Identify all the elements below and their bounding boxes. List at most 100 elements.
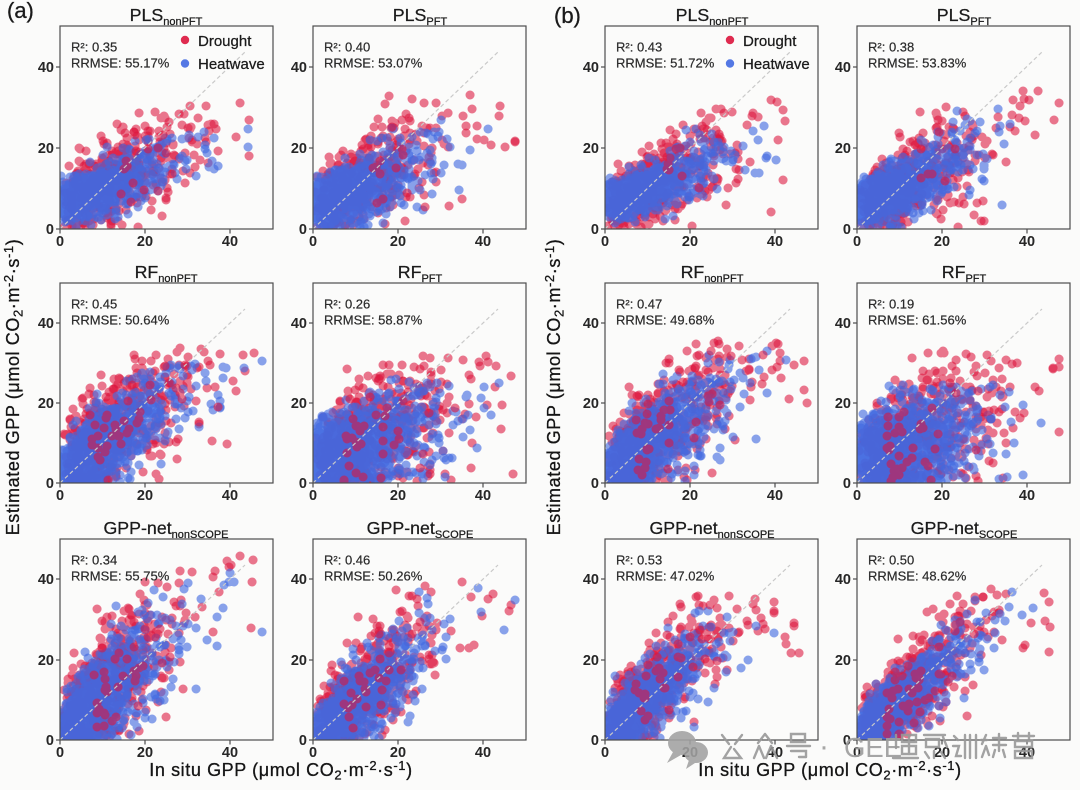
svg-text:40: 40 [583,572,599,588]
svg-text:R²: 0.40: R²: 0.40 [324,40,370,55]
svg-text:20: 20 [137,234,153,250]
svg-text:Estimated GPP (μmol CO2·m-2·s-: Estimated GPP (μmol CO2·m-2·s-1) [542,239,567,536]
svg-text:40: 40 [38,60,54,76]
svg-text:R²: 0.34: R²: 0.34 [71,553,117,568]
svg-text:20: 20 [934,488,950,504]
svg-text:RRMSE: 55.17%: RRMSE: 55.17% [71,56,170,71]
svg-text:R²: 0.43: R²: 0.43 [616,40,662,55]
svg-text:0: 0 [591,476,599,492]
svg-text:40: 40 [767,234,783,250]
svg-text:0: 0 [843,476,851,492]
svg-text:RRMSE: 55.75%: RRMSE: 55.75% [71,569,170,584]
svg-text:RRMSE: 48.62%: RRMSE: 48.62% [868,569,967,584]
svg-text:R²: 0.53: R²: 0.53 [616,553,662,568]
svg-text:RRMSE: 53.07%: RRMSE: 53.07% [324,56,423,71]
svg-text:20: 20 [291,396,307,412]
svg-text:0: 0 [46,476,54,492]
svg-text:0: 0 [591,733,599,749]
svg-text:·: · [819,730,829,763]
svg-text:40: 40 [767,488,783,504]
svg-text:20: 20 [390,488,406,504]
svg-text:0: 0 [853,234,861,250]
svg-text:R²: 0.26: R²: 0.26 [324,297,370,312]
svg-text:40: 40 [835,316,851,332]
svg-text:0: 0 [56,745,64,761]
svg-text:0: 0 [299,476,307,492]
svg-text:20: 20 [137,745,153,761]
svg-text:20: 20 [291,141,307,157]
svg-text:R²: 0.35: R²: 0.35 [71,40,117,55]
svg-text:0: 0 [853,488,861,504]
svg-text:Drought: Drought [198,33,252,50]
svg-text:40: 40 [38,572,54,588]
svg-text:40: 40 [1019,234,1035,250]
svg-text:40: 40 [835,572,851,588]
svg-text:Heatwave: Heatwave [743,56,810,73]
svg-text:40: 40 [222,234,238,250]
svg-text:20: 20 [291,653,307,669]
svg-text:R²: 0.19: R²: 0.19 [868,297,914,312]
svg-text:RRMSE: 51.72%: RRMSE: 51.72% [616,56,715,71]
svg-text:0: 0 [591,222,599,238]
svg-text:R²: 0.47: R²: 0.47 [616,297,662,312]
svg-text:0: 0 [46,733,54,749]
svg-text:40: 40 [475,234,491,250]
svg-text:20: 20 [38,396,54,412]
svg-text:40: 40 [222,488,238,504]
svg-text:20: 20 [390,745,406,761]
svg-text:40: 40 [291,572,307,588]
svg-text:In situ GPP (μmol CO2·m-2·s-1): In situ GPP (μmol CO2·m-2·s-1) [698,758,961,783]
svg-text:20: 20 [934,234,950,250]
svg-text:40: 40 [222,745,238,761]
svg-text:20: 20 [835,653,851,669]
svg-text:20: 20 [38,141,54,157]
svg-text:0: 0 [309,488,317,504]
svg-text:20: 20 [583,396,599,412]
svg-text:0: 0 [601,488,609,504]
svg-text:40: 40 [835,60,851,76]
svg-text:R²: 0.46: R²: 0.46 [324,553,370,568]
svg-text:20: 20 [38,653,54,669]
svg-text:40: 40 [583,60,599,76]
svg-text:20: 20 [835,396,851,412]
svg-text:20: 20 [583,653,599,669]
svg-text:40: 40 [583,316,599,332]
svg-text:0: 0 [299,222,307,238]
svg-text:RRMSE: 58.87%: RRMSE: 58.87% [324,313,423,328]
svg-text:R²: 0.38: R²: 0.38 [868,40,914,55]
svg-text:40: 40 [475,745,491,761]
svg-text:20: 20 [390,234,406,250]
svg-text:0: 0 [56,488,64,504]
svg-text:20: 20 [137,488,153,504]
svg-text:20: 20 [682,234,698,250]
svg-text:0: 0 [601,234,609,250]
svg-text:(a): (a) [7,0,34,23]
svg-text:20: 20 [835,141,851,157]
svg-text:Drought: Drought [743,33,797,50]
svg-text:RRMSE: 50.64%: RRMSE: 50.64% [71,313,170,328]
svg-text:20: 20 [583,141,599,157]
svg-text:R²: 0.45: R²: 0.45 [71,297,117,312]
svg-text:Heatwave: Heatwave [198,56,265,73]
svg-text:0: 0 [853,745,861,761]
svg-text:0: 0 [601,745,609,761]
svg-text:0: 0 [299,733,307,749]
svg-text:40: 40 [291,316,307,332]
svg-text:RRMSE: 47.02%: RRMSE: 47.02% [616,569,715,584]
svg-text:40: 40 [475,488,491,504]
svg-text:0: 0 [309,745,317,761]
svg-text:RRMSE: 61.56%: RRMSE: 61.56% [868,313,967,328]
svg-text:R²: 0.50: R²: 0.50 [868,553,914,568]
svg-text:0: 0 [843,733,851,749]
svg-text:0: 0 [56,234,64,250]
svg-text:RRMSE: 49.68%: RRMSE: 49.68% [616,313,715,328]
svg-text:40: 40 [291,60,307,76]
svg-text:0: 0 [843,222,851,238]
svg-text:RRMSE: 50.26%: RRMSE: 50.26% [324,569,423,584]
svg-text:0: 0 [46,222,54,238]
svg-text:Estimated GPP (μmol CO2·m-2·s-: Estimated GPP (μmol CO2·m-2·s-1) [1,239,26,536]
svg-text:0: 0 [309,234,317,250]
svg-text:40: 40 [1019,488,1035,504]
svg-text:20: 20 [682,488,698,504]
svg-text:RRMSE: 53.83%: RRMSE: 53.83% [868,56,967,71]
